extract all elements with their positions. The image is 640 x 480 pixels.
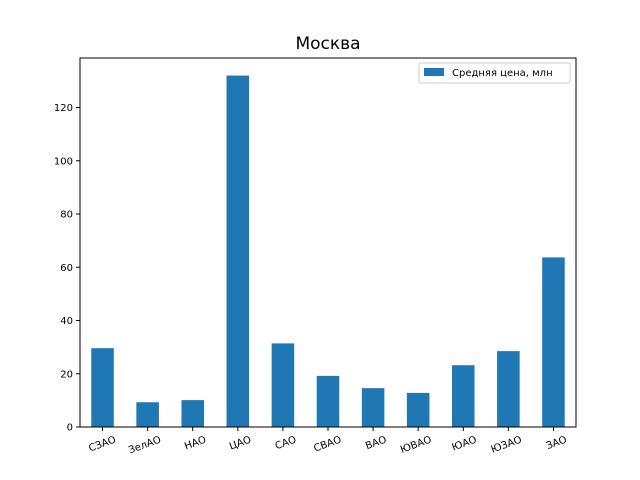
y-tick-label: 100 <box>54 156 73 167</box>
x-tick-label: ЗАО <box>545 434 569 452</box>
y-tick-label: 60 <box>60 263 73 274</box>
bar-ВАО <box>361 388 385 427</box>
bar-ЦАО <box>226 75 250 428</box>
x-tick-label: ЮАО <box>451 434 479 453</box>
y-tick-label: 40 <box>60 316 73 327</box>
y-tick-label: 120 <box>54 103 73 114</box>
x-tick-label: САО <box>274 434 298 452</box>
y-tick-label: 0 <box>67 423 73 434</box>
x-tick-label: СЗАО <box>87 434 117 454</box>
y-tick-label: 80 <box>60 210 73 221</box>
y-axis: 0 20 40 60 80 100 120 <box>54 103 80 434</box>
bar-ЮАО <box>452 365 475 427</box>
x-axis: СЗАО ЗелАО НАО ЦАО САО СВАО ВАО ЮВАО ЮАО ЮЗАО ЗАО <box>87 427 569 456</box>
bar-НАО <box>181 400 204 427</box>
bar-СВАО <box>316 375 340 427</box>
x-tick-label: ЗелАО <box>127 434 163 456</box>
bar-ЮЗАО <box>497 351 520 427</box>
legend-box <box>418 62 571 84</box>
bar-ЗелАО <box>136 402 159 427</box>
x-tick-label: ЮЗАО <box>490 434 524 455</box>
x-tick-label: ЮВАО <box>399 434 433 455</box>
bar-САО <box>271 343 295 427</box>
y-tick-label: 20 <box>60 369 73 380</box>
bar-СЗАО <box>91 348 114 427</box>
legend-swatch <box>424 68 444 76</box>
plot-frame <box>79 57 577 428</box>
bar-ЗАО <box>542 257 565 427</box>
x-tick-label: ЦАО <box>228 434 253 452</box>
x-tick-label: НАО <box>183 434 208 452</box>
chart-title: Москва <box>295 34 360 54</box>
legend: Средняя цена, млн <box>418 62 571 84</box>
x-tick-label: СВАО <box>312 434 343 454</box>
legend-label: Средняя цена, млн <box>452 68 553 79</box>
bars-group <box>91 75 565 428</box>
x-tick-label: ВАО <box>364 434 388 452</box>
bar-ЮВАО <box>406 392 430 427</box>
